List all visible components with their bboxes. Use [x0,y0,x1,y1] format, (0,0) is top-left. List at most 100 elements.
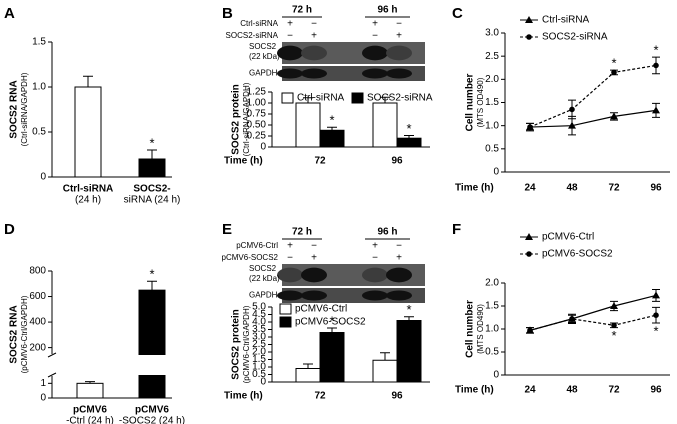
y-tick-label: 0 [260,377,266,388]
blot-band-label: (22 kDa) [249,52,280,61]
y-tick-label: 2.0 [485,74,499,85]
y-axis-title: SOCS2 protein [231,84,242,155]
blot-band [301,290,327,301]
y-axis-subtitle: (pCMV6-Ctrl/GAPDH) [242,305,251,383]
axis-break-mark [47,352,57,378]
y-tick-label: 1.25 [247,87,267,98]
panel-label: E [222,221,232,238]
y-tick-label: 0 [40,172,46,183]
y-tick-label: 800 [29,266,46,277]
panel-label: D [4,221,15,238]
y-tick-label: 400 [29,317,46,328]
marker [653,62,659,69]
bar [372,102,398,148]
legend-label: Ctrl-siRNA [542,15,590,26]
x-tick-label: 72 [608,385,620,396]
y-tick-label: 2.0 [252,347,266,358]
blot-sign: + [287,19,293,30]
blot-band [386,290,412,301]
blot-sign: + [396,253,402,264]
significance-label: * [406,121,411,136]
x-tick-label: 96 [391,156,403,167]
y-tick-label: 0.5 [252,369,266,380]
x-tick-label: pCMV6 [135,405,169,416]
blot-band [301,267,327,283]
blot-sign: − [311,19,317,30]
y-tick-label: 1.5 [252,354,266,365]
y-tick-label: 0.5 [485,347,499,358]
y-axis-title: SOCS2 protein [231,309,242,380]
legend-swatch [279,303,292,315]
y-tick-label: 1.0 [32,82,46,93]
y-tick-label: 1.0 [485,120,499,131]
significance-label: * [329,113,334,128]
error-bar [327,126,337,131]
panel-label: F [452,221,461,238]
bar [295,368,321,383]
x-tick-label: 96 [650,183,662,194]
x-tick-label: siRNA (24 h) [124,195,181,206]
significance-label: * [653,43,658,58]
error-bar [303,97,313,103]
bar [319,332,345,383]
error-bar [303,363,313,369]
y-axis-subtitle: (Ctrl-siRNA/GAPDH) [20,72,29,146]
blot-band [362,267,388,283]
panel-label: C [452,5,463,22]
legend-marker [525,16,533,23]
series-line [529,314,657,331]
y-axis-subtitle: (pCMV6-Ctrl/GAPDH) [20,295,29,373]
marker [652,106,660,114]
series-line [529,109,657,128]
y-tick-label: 0 [260,142,266,153]
x-tick-label: 48 [566,385,578,396]
y-tick-label: 0 [493,370,499,381]
x-tick-label: 24 [524,183,536,194]
y-tick-label: 4.5 [252,309,266,320]
y-tick-label: 0.25 [247,131,267,142]
y-axis-title: SOCS2 RNA [9,305,20,363]
y-tick-label: 200 [29,342,46,353]
blot-band [362,45,388,61]
y-axis-title: Cell number [465,300,476,358]
y-axis-title: Cell number [465,74,476,132]
y-tick-label: 5.0 [252,302,266,313]
legend-label: pCMV6-SOCS2 [542,249,613,260]
series-line [529,64,657,128]
blot-band [362,68,388,79]
blot-band [301,68,327,79]
x-axis-title: Time (h) [455,385,494,396]
blot-band-label: SOCS2 [249,42,277,51]
x-tick-label: 72 [314,391,326,402]
y-tick-label: 1.0 [252,362,266,373]
bar [138,289,166,399]
y-axis-subtitle: (MTS OD490) [476,77,485,127]
axis-break [46,355,172,375]
error-bar [404,135,414,139]
blot-sign: − [396,19,402,30]
marker [527,327,533,334]
x-tick-label: -SOCS2 (24 h) [119,416,185,424]
marker [568,121,576,129]
legend-label: Ctrl-siRNA [297,93,345,104]
error-bar [327,327,337,333]
blot-sign: + [372,241,378,252]
x-tick-label: Ctrl-siRNA [63,184,114,195]
bar [319,129,345,148]
y-tick-label: 1.5 [485,97,499,108]
blot-sign: + [311,253,317,264]
error-bar [147,149,157,159]
panel-label: B [222,5,233,22]
significance-label: * [611,56,616,71]
error-bar [147,280,157,291]
x-tick-label: pCMV6 [73,405,107,416]
y-tick-label: 0.5 [485,143,499,154]
blot-row-label: SOCS2-siRNA [226,31,279,40]
blot-band [277,290,303,301]
y-tick-label: 4.0 [252,317,266,328]
legend-swatch [351,92,364,104]
legend-label: pCMV6-Ctrl [295,304,347,315]
marker [653,312,659,319]
blot-sign: + [287,241,293,252]
